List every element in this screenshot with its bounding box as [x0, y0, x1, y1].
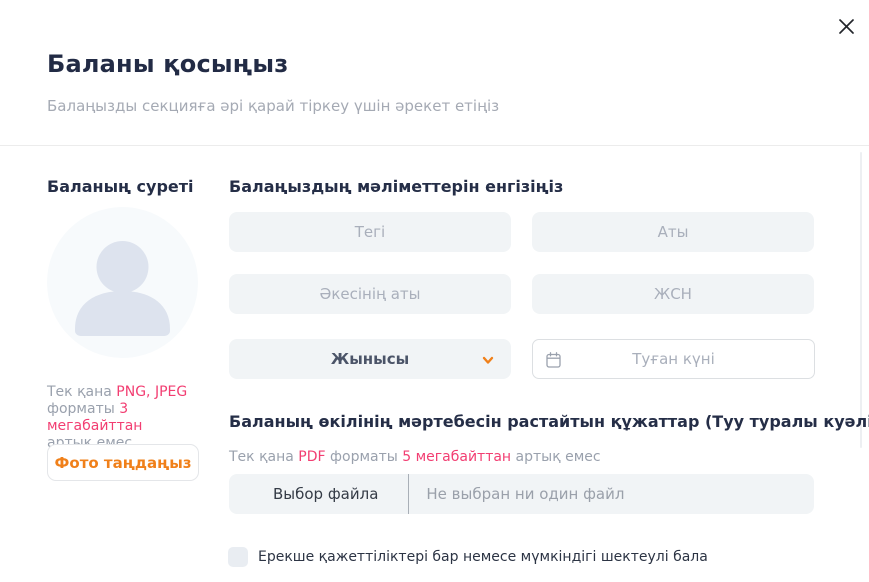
close-x-glyph — [838, 18, 854, 34]
choose-file-button[interactable]: Выбор файла — [273, 485, 379, 503]
doc-hint-limit: 5 мегабайттан — [402, 449, 512, 465]
hint-formats: PNG, JPEG — [116, 384, 188, 400]
doc-hint-prefix: Тек қана — [229, 449, 294, 465]
photo-format-hint: Тек қана PNG, JPEG форматы 3 мегабайттан… — [47, 384, 217, 452]
doc-hint-middle: форматы — [330, 449, 398, 465]
choose-photo-button[interactable]: Фото таңдаңыз — [47, 444, 199, 481]
first-name-field-wrap — [532, 212, 814, 252]
hint-prefix: Тек қана — [47, 384, 112, 400]
birth-date-field-wrap — [532, 339, 815, 379]
patronymic-input[interactable] — [229, 274, 511, 314]
chevron-down-icon — [481, 352, 495, 371]
calendar-icon — [546, 352, 561, 372]
page-subtitle: Балаңызды секцияға әрі қарай тіркеу үшін… — [47, 97, 500, 115]
documents-section-title: Баланың өкілінің мәртебесін растайтын құ… — [229, 412, 869, 431]
page-title: Баланы қосыңыз — [47, 50, 289, 78]
person-icon — [75, 241, 170, 336]
file-upload-field[interactable]: Выбор файла Не выбран ни один файл — [229, 474, 814, 514]
scrollbar-thumb[interactable] — [860, 152, 862, 448]
special-needs-checkbox[interactable] — [228, 547, 248, 567]
file-status-text: Не выбран ни один файл — [426, 485, 625, 503]
details-section-title: Балаңыздың мәліметтерін енгізіңіз — [229, 177, 564, 196]
iin-field-wrap — [532, 274, 814, 314]
patronymic-field-wrap — [229, 274, 511, 314]
first-name-input[interactable] — [532, 212, 814, 252]
hint-limit: 3 мегабайттан — [47, 401, 143, 434]
header-divider — [0, 145, 869, 146]
birth-date-input[interactable] — [533, 340, 814, 378]
photo-section-title: Баланың суреті — [47, 177, 194, 196]
file-input-divider — [408, 474, 410, 514]
last-name-input[interactable] — [229, 212, 511, 252]
special-needs-label: Ерекше қажеттіліктері бар немесе мүмкінд… — [258, 549, 708, 565]
iin-input[interactable] — [532, 274, 814, 314]
gender-select[interactable]: Жынысы — [229, 339, 511, 379]
doc-hint-formats: PDF — [298, 449, 326, 465]
child-avatar-placeholder — [47, 207, 198, 358]
last-name-field-wrap — [229, 212, 511, 252]
close-icon[interactable] — [828, 8, 864, 44]
documents-format-hint: Тек қана PDF форматы 5 мегабайттан артық… — [229, 449, 601, 465]
hint-middle: форматы — [47, 401, 115, 417]
gender-select-label: Жынысы — [330, 350, 410, 368]
doc-hint-suffix: артық емес — [515, 449, 601, 465]
